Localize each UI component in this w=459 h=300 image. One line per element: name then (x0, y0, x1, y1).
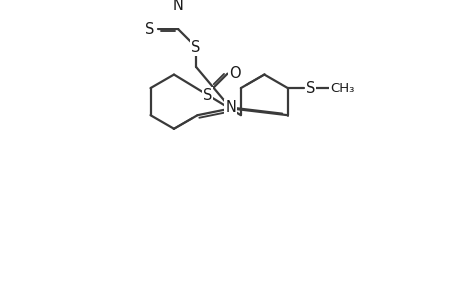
Text: CH₃: CH₃ (329, 82, 353, 94)
Text: S: S (191, 40, 200, 55)
Text: S: S (145, 22, 155, 37)
Text: S: S (305, 81, 314, 96)
Text: N: N (172, 0, 183, 13)
Text: O: O (229, 66, 240, 81)
Text: N: N (225, 100, 236, 115)
Text: S: S (202, 88, 212, 103)
